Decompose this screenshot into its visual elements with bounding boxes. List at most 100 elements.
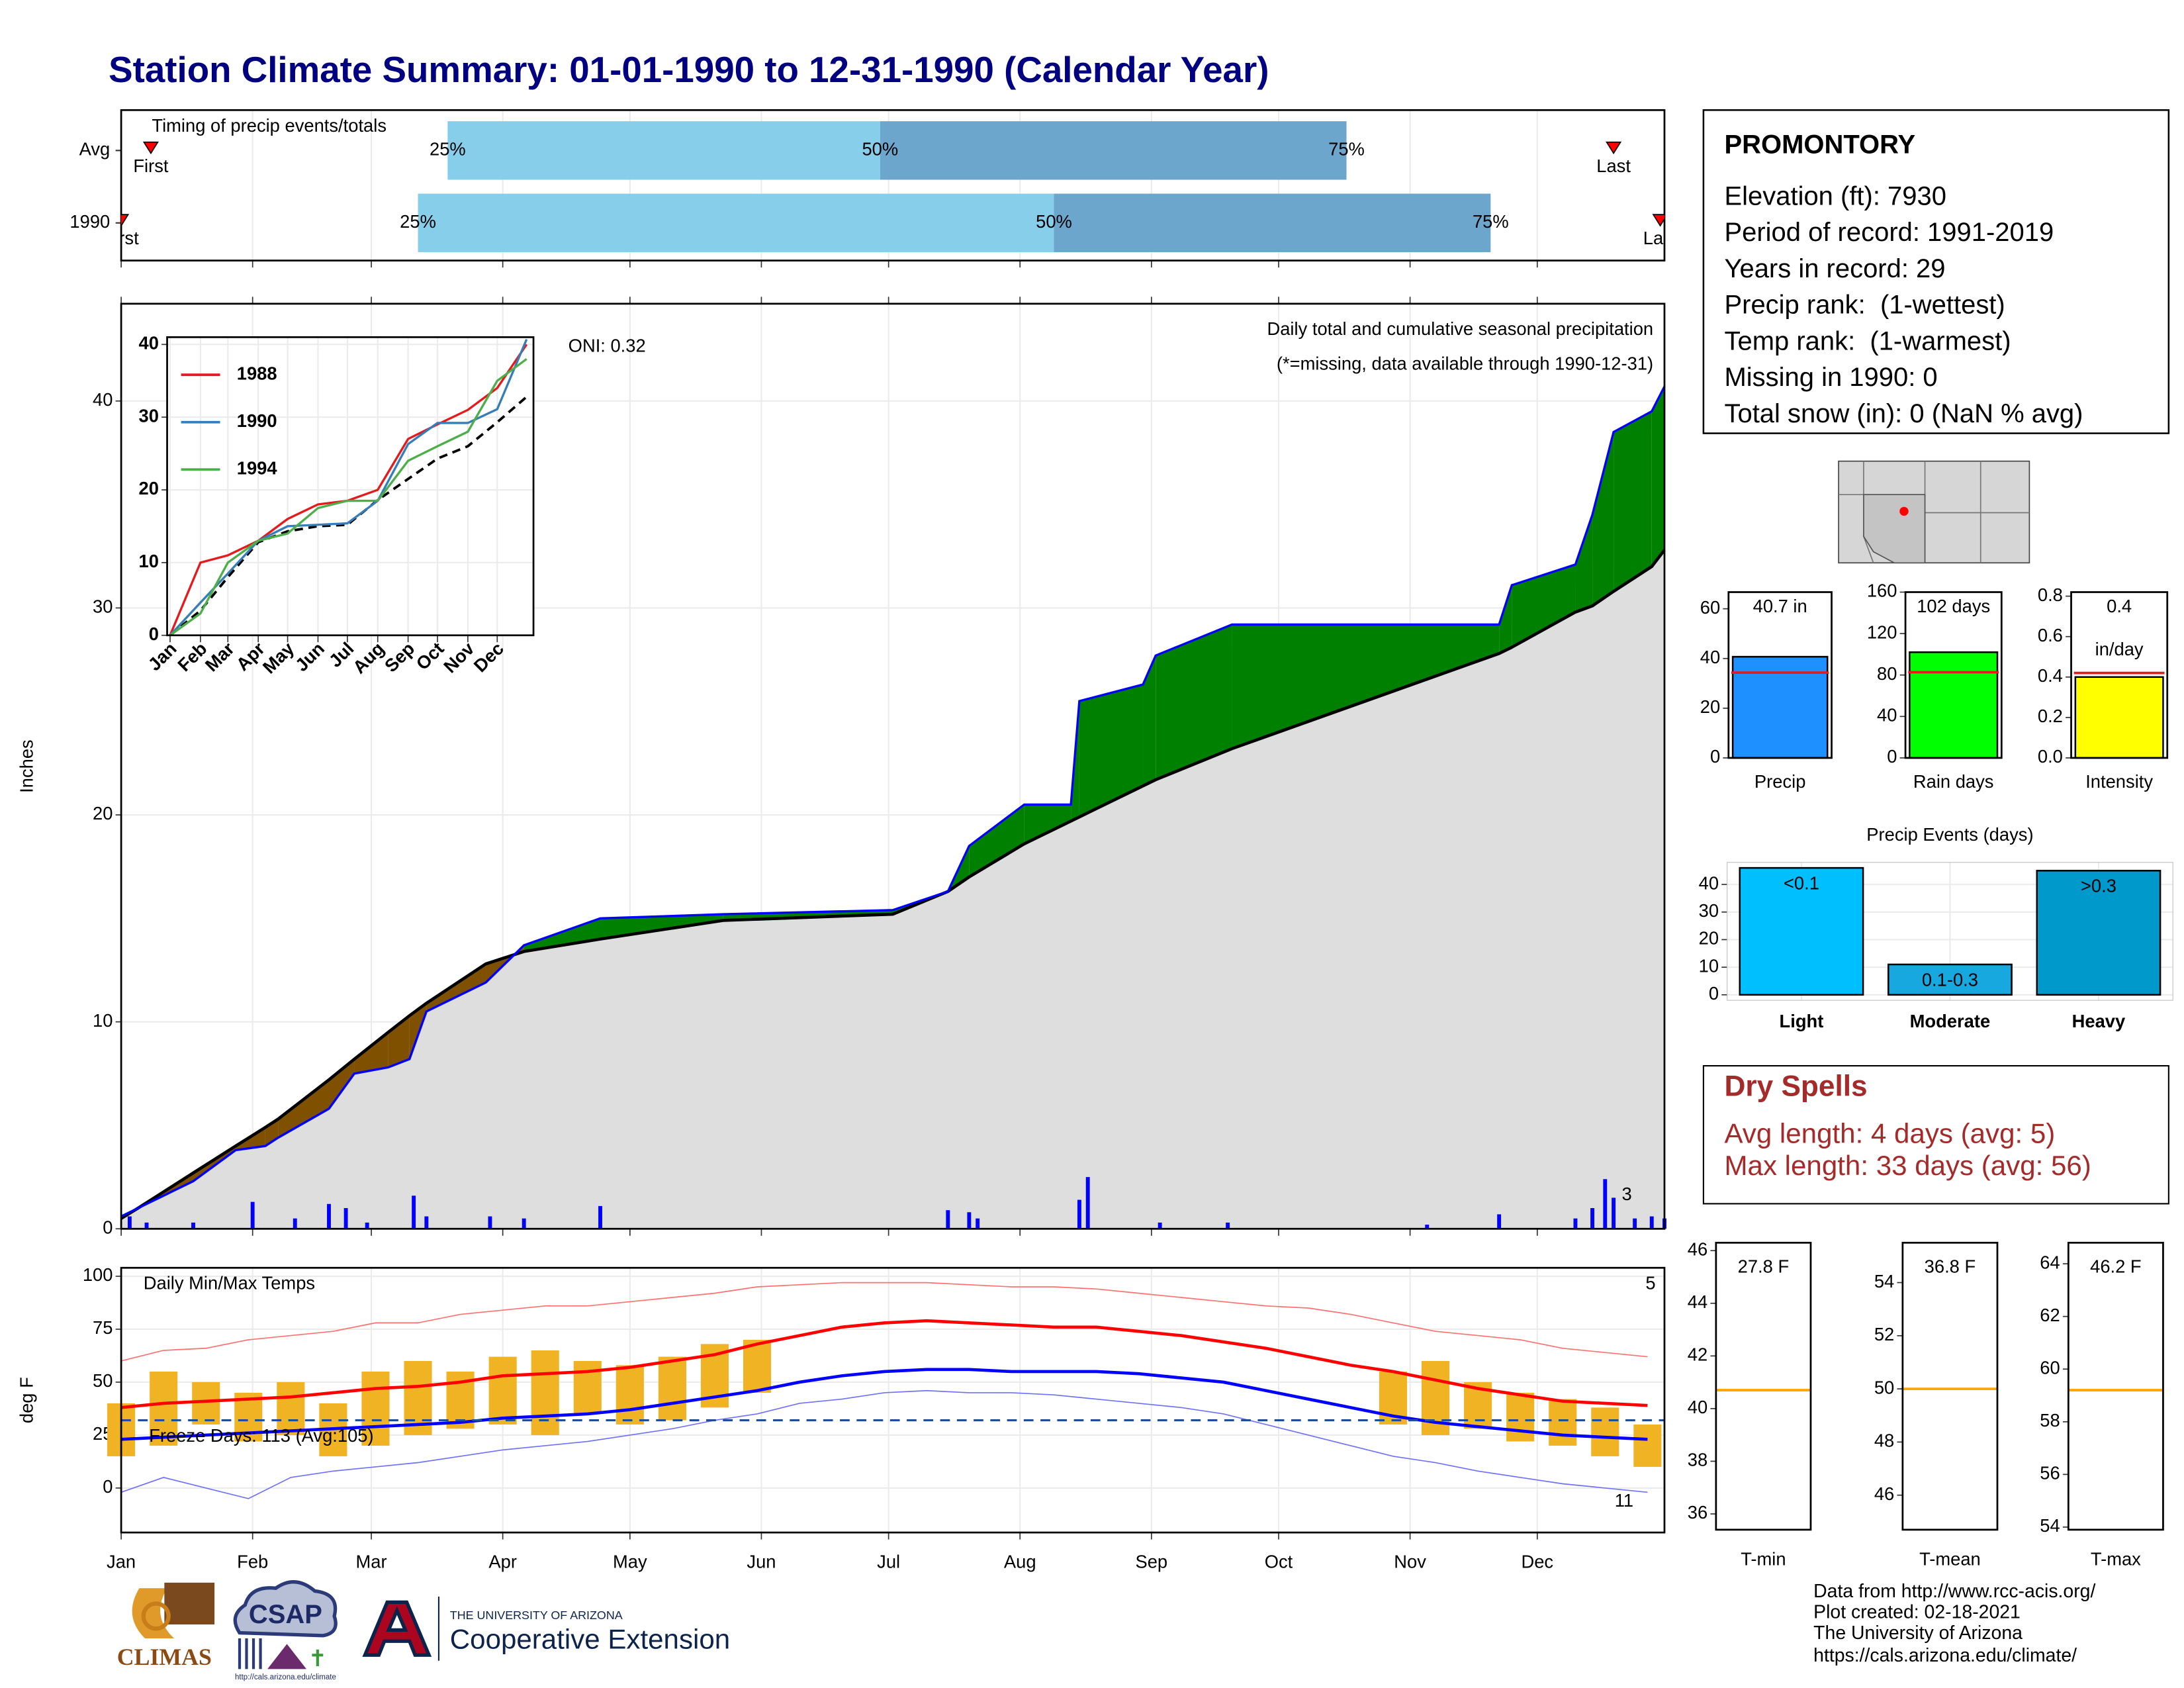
oni-label: ONI: 0.32	[569, 335, 646, 355]
daily-range-bar	[361, 1371, 390, 1446]
departure-area	[1079, 684, 1144, 818]
daily-bar	[976, 1218, 980, 1229]
departure-area	[1024, 804, 1071, 844]
daily-bar	[327, 1203, 331, 1229]
y-tick-label: 48	[1874, 1430, 1894, 1451]
event-label: Last	[1643, 228, 1678, 248]
y-tick-label: 58	[2040, 1410, 2060, 1430]
footer-line: Plot created: 02-18-2021	[1813, 1602, 2021, 1623]
station-box	[1702, 109, 2170, 434]
y-tick-label: 46	[1874, 1483, 1894, 1504]
y-tick-label: 0	[1709, 983, 1719, 1004]
departure-area	[600, 914, 723, 939]
departure-area	[1592, 432, 1614, 606]
daily-bar	[365, 1222, 369, 1229]
record-low-count: 11	[1615, 1490, 1633, 1511]
x-axis-label: T-max	[2091, 1548, 2141, 1569]
x-tick-label: Jul	[877, 1552, 900, 1572]
daily-bar	[598, 1205, 602, 1229]
y-axis-label: Inches	[16, 739, 36, 793]
daily-bar	[1226, 1222, 1230, 1229]
y-tick-label: 40	[1877, 705, 1897, 726]
avg-min-line	[120, 1368, 1648, 1441]
daily-bar	[127, 1216, 132, 1229]
quantile-label: 25%	[400, 211, 436, 232]
y-tick-label: 20	[1700, 696, 1720, 717]
daily-bar	[1573, 1218, 1578, 1229]
daily-range-bar	[573, 1360, 602, 1414]
quantile-label: 50%	[862, 139, 898, 160]
bar	[1909, 651, 1999, 759]
csap-mountain	[267, 1644, 307, 1669]
timing-bar-lower	[447, 121, 880, 180]
daily-bar	[1633, 1218, 1637, 1229]
plot-background	[2068, 1243, 2163, 1530]
y-tick-label: 0	[103, 1476, 113, 1497]
event-marker	[1652, 214, 1664, 227]
departure-area	[1512, 564, 1576, 647]
departure-area	[523, 918, 601, 952]
departure-area	[1651, 386, 1664, 567]
daily-bar	[967, 1212, 972, 1229]
dry-spells-title: Dry Spells	[1724, 1070, 1867, 1102]
daily-range-bar	[488, 1356, 517, 1425]
events-title: Precip Events (days)	[1866, 824, 2033, 845]
daily-bar	[488, 1216, 492, 1229]
daily-bar	[424, 1216, 429, 1229]
bar	[1888, 963, 2013, 996]
y-tick-label: 80	[1877, 663, 1897, 684]
csap-url: http://cals.arizona.edu/climate	[235, 1673, 336, 1681]
ua-small-text: THE UNIVERSITY OF ARIZONA	[450, 1609, 623, 1622]
plot-frame	[120, 303, 1666, 1230]
normal-area	[121, 549, 1664, 1229]
footer-line: https://cals.arizona.edu/climate/	[1813, 1645, 2077, 1666]
event-marker	[1606, 141, 1622, 155]
climas-block	[164, 1582, 215, 1624]
record-max-line	[120, 1282, 1648, 1362]
daily-range-bar	[1506, 1392, 1535, 1442]
quantile-label: 50%	[1036, 211, 1072, 232]
x-tick-label: Dec	[1521, 1552, 1553, 1572]
y-tick-label: 0.2	[2038, 706, 2063, 726]
event-label: Last	[1596, 156, 1631, 176]
y-tick-label: 38	[1688, 1450, 1707, 1470]
y-tick-label: 62	[2040, 1305, 2060, 1325]
departure-area	[1156, 624, 1232, 780]
departure-area	[329, 1058, 355, 1109]
year-line	[169, 357, 527, 637]
daily-bar	[250, 1201, 255, 1229]
x-axis-label: T-min	[1741, 1548, 1786, 1569]
bar	[1739, 867, 1864, 996]
plot-frame	[2067, 1241, 2164, 1531]
y-tick-label: 46	[1688, 1239, 1707, 1259]
category-label: Heavy	[2072, 1011, 2126, 1031]
x-tick-label: Feb	[237, 1552, 268, 1572]
daily-bar	[1649, 1216, 1654, 1229]
y-tick-label: 160	[1867, 581, 1897, 601]
departure-area	[278, 1080, 330, 1138]
x-tick-label: May	[613, 1552, 647, 1572]
daily-bar	[1603, 1179, 1608, 1229]
daily-bar	[1085, 1177, 1090, 1229]
y-tick-label: 30	[1699, 900, 1719, 921]
y-tick-label: 50	[1874, 1377, 1894, 1397]
y-tick-label: 0	[1710, 746, 1720, 767]
quantile-label: 75%	[1473, 211, 1509, 232]
departure-area	[1614, 411, 1652, 592]
row-label: Avg	[79, 139, 111, 160]
bar	[2074, 676, 2164, 759]
y-tick-label: 50	[93, 1370, 113, 1391]
csap-cactus	[312, 1649, 324, 1667]
locator-map	[1838, 460, 2030, 564]
csap-bars	[238, 1638, 262, 1669]
plot-frame	[1904, 591, 2003, 759]
y-tick-label: 0.0	[2038, 746, 2063, 767]
event-marker	[121, 214, 130, 227]
daily-bar	[522, 1218, 526, 1229]
x-tick-label: Apr	[488, 1552, 517, 1572]
event-label: First	[104, 228, 140, 248]
ua-logo	[362, 1600, 432, 1657]
plot-outline	[1727, 862, 2173, 1001]
dry-spells-line: Avg length: 4 days (avg: 5)	[1724, 1117, 2055, 1149]
